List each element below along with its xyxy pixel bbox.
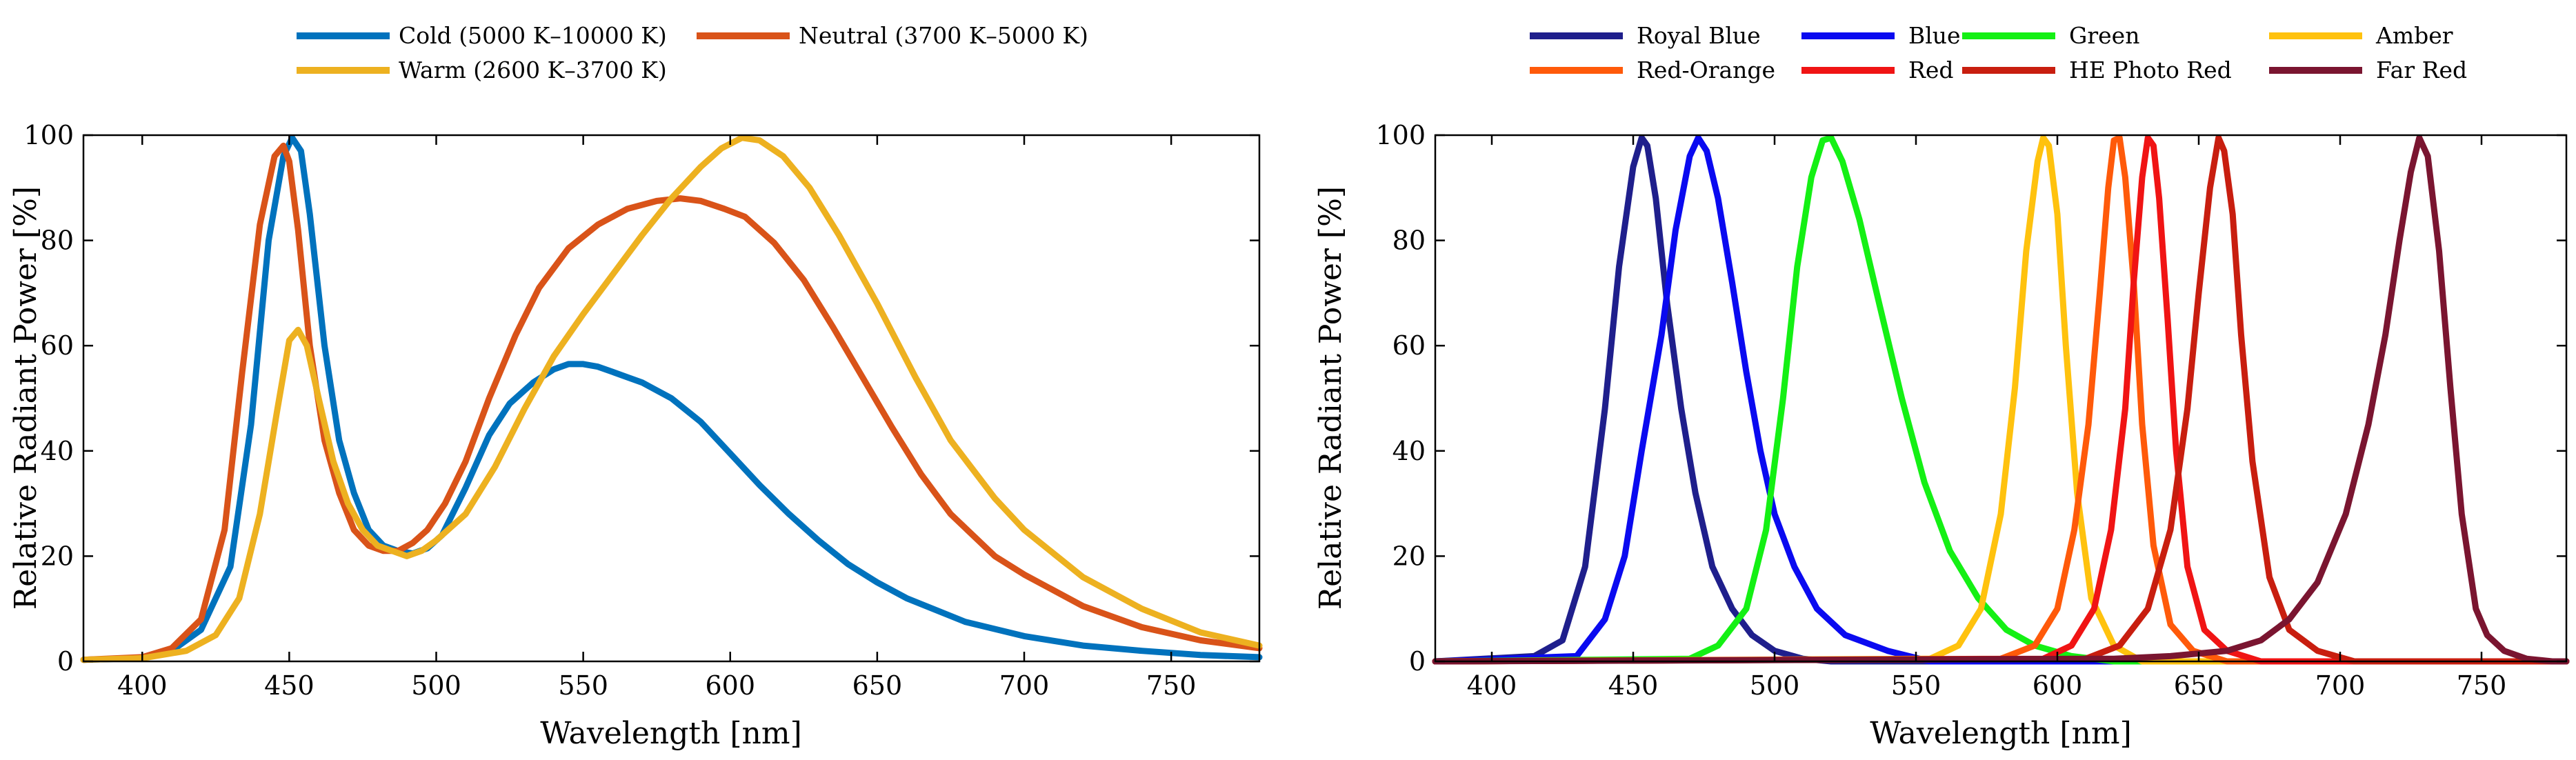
- x-tick-label-right: 500: [1750, 670, 1800, 701]
- legend-right: Royal Blue Blue Green Amber Red-Orange R…: [1530, 22, 2467, 83]
- y-tick-label-right: 0: [1409, 646, 1426, 677]
- chart-right: 400 450 500 550 600 650 700 750 0 20 40 60 80 100 Wav…: [1313, 22, 2570, 751]
- legend-entry-red: Red: [1801, 57, 1954, 83]
- x-tick-label-left: 500: [411, 670, 461, 701]
- x-tick-label-left: 700: [999, 670, 1050, 701]
- series-line-green: [1432, 134, 2570, 665]
- series-layer-right: [1432, 134, 2570, 665]
- y-tick-label-left: 80: [41, 226, 74, 256]
- legend-label-he-photo-red: HE Photo Red: [2069, 57, 2232, 83]
- legend-entry-far-red: Far Red: [2269, 57, 2467, 83]
- ticks-left: 400 450 500 550 600 650 700 750 0 20 40 60 80 100: [23, 120, 1259, 701]
- legend-entry-he-photo-red: HE Photo Red: [1962, 57, 2232, 83]
- legend-label-royal-blue: Royal Blue: [1637, 22, 1761, 49]
- legend-label-amber: Amber: [2375, 22, 2453, 49]
- y-tick-label-left: 20: [41, 541, 74, 571]
- x-axis-title-right: Wavelength [nm]: [1870, 716, 2132, 751]
- y-tick-label-left: 100: [23, 120, 74, 150]
- y-tick-label-left: 40: [41, 436, 74, 466]
- y-axis-title-right: Relative Radiant Power [%]: [1313, 186, 1348, 610]
- legend-label-warm: Warm (2600 K–3700 K): [399, 57, 667, 83]
- x-tick-label-right: 600: [2033, 670, 2083, 701]
- x-tick-label-right: 700: [2315, 670, 2366, 701]
- series-line-warm-2600-k-3700-k: [80, 134, 1263, 663]
- x-tick-label-left: 400: [117, 670, 168, 701]
- x-tick-label-right: 750: [2457, 670, 2507, 701]
- x-tick-label-right: 400: [1467, 670, 1517, 701]
- legend-label-red-orange: Red-Orange: [1637, 57, 1775, 83]
- x-tick-label-left: 450: [264, 670, 314, 701]
- chart-left: 400 450 500 550 600 650 700 750 0 20 40 60 80 100 Wav…: [8, 22, 1263, 751]
- x-tick-label-left: 750: [1146, 670, 1197, 701]
- ticks-right: 400 450 500 550 600 650 700 750 0 20 40 60 80 100: [1375, 120, 2566, 701]
- series-line-red-orange: [1432, 134, 2570, 665]
- legend-label-cold: Cold (5000 K–10000 K): [399, 22, 667, 49]
- x-tick-label-left: 650: [852, 670, 903, 701]
- y-tick-label-right: 40: [1392, 436, 1426, 466]
- y-tick-label-right: 100: [1375, 120, 1426, 150]
- x-tick-label-right: 550: [1891, 670, 1941, 701]
- legend-label-far-red: Far Red: [2376, 57, 2467, 83]
- y-tick-label-left: 60: [41, 330, 74, 361]
- series-line-red: [1432, 134, 2570, 665]
- y-axis-title-left: Relative Radiant Power [%]: [8, 186, 43, 610]
- legend-entry-green: Green: [1962, 22, 2139, 49]
- legend-label-green: Green: [2069, 22, 2139, 49]
- legend-entry-amber: Amber: [2269, 22, 2453, 49]
- legend-left: Cold (5000 K–10000 K) Neutral (3700 K–50…: [297, 22, 1088, 83]
- x-tick-label-left: 600: [705, 670, 755, 701]
- legend-entry-red-orange: Red-Orange: [1530, 57, 1775, 83]
- y-tick-label-right: 20: [1392, 541, 1426, 571]
- x-tick-label-left: 550: [558, 670, 608, 701]
- legend-entry-warm: Warm (2600 K–3700 K): [297, 57, 667, 83]
- legend-entry-royal-blue: Royal Blue: [1530, 22, 1761, 49]
- series-line-neutral-3700-k-5000-k: [80, 142, 1263, 663]
- series-line-amber: [1432, 134, 2570, 665]
- y-tick-label-right: 60: [1392, 330, 1426, 361]
- x-axis-title-left: Wavelength [nm]: [540, 716, 802, 751]
- legend-entry-blue: Blue: [1801, 22, 1961, 49]
- legend-entry-neutral: Neutral (3700 K–5000 K): [697, 22, 1088, 49]
- x-tick-label-right: 650: [2174, 670, 2224, 701]
- legend-label-blue: Blue: [1908, 22, 1961, 49]
- y-tick-label-left: 0: [57, 646, 74, 677]
- series-line-royal-blue: [1432, 134, 2570, 665]
- y-tick-label-right: 80: [1392, 226, 1426, 256]
- legend-label-neutral: Neutral (3700 K–5000 K): [799, 22, 1088, 49]
- series-line-blue: [1432, 134, 2570, 665]
- series-line-he-photo-red: [1432, 134, 2570, 665]
- legend-label-red: Red: [1908, 57, 1954, 83]
- series-line-far-red: [1432, 134, 2570, 665]
- x-tick-label-right: 450: [1608, 670, 1659, 701]
- legend-entry-cold: Cold (5000 K–10000 K): [297, 22, 667, 49]
- plot-frame-left: [82, 134, 1261, 663]
- plot-frame-right: [1434, 134, 2568, 663]
